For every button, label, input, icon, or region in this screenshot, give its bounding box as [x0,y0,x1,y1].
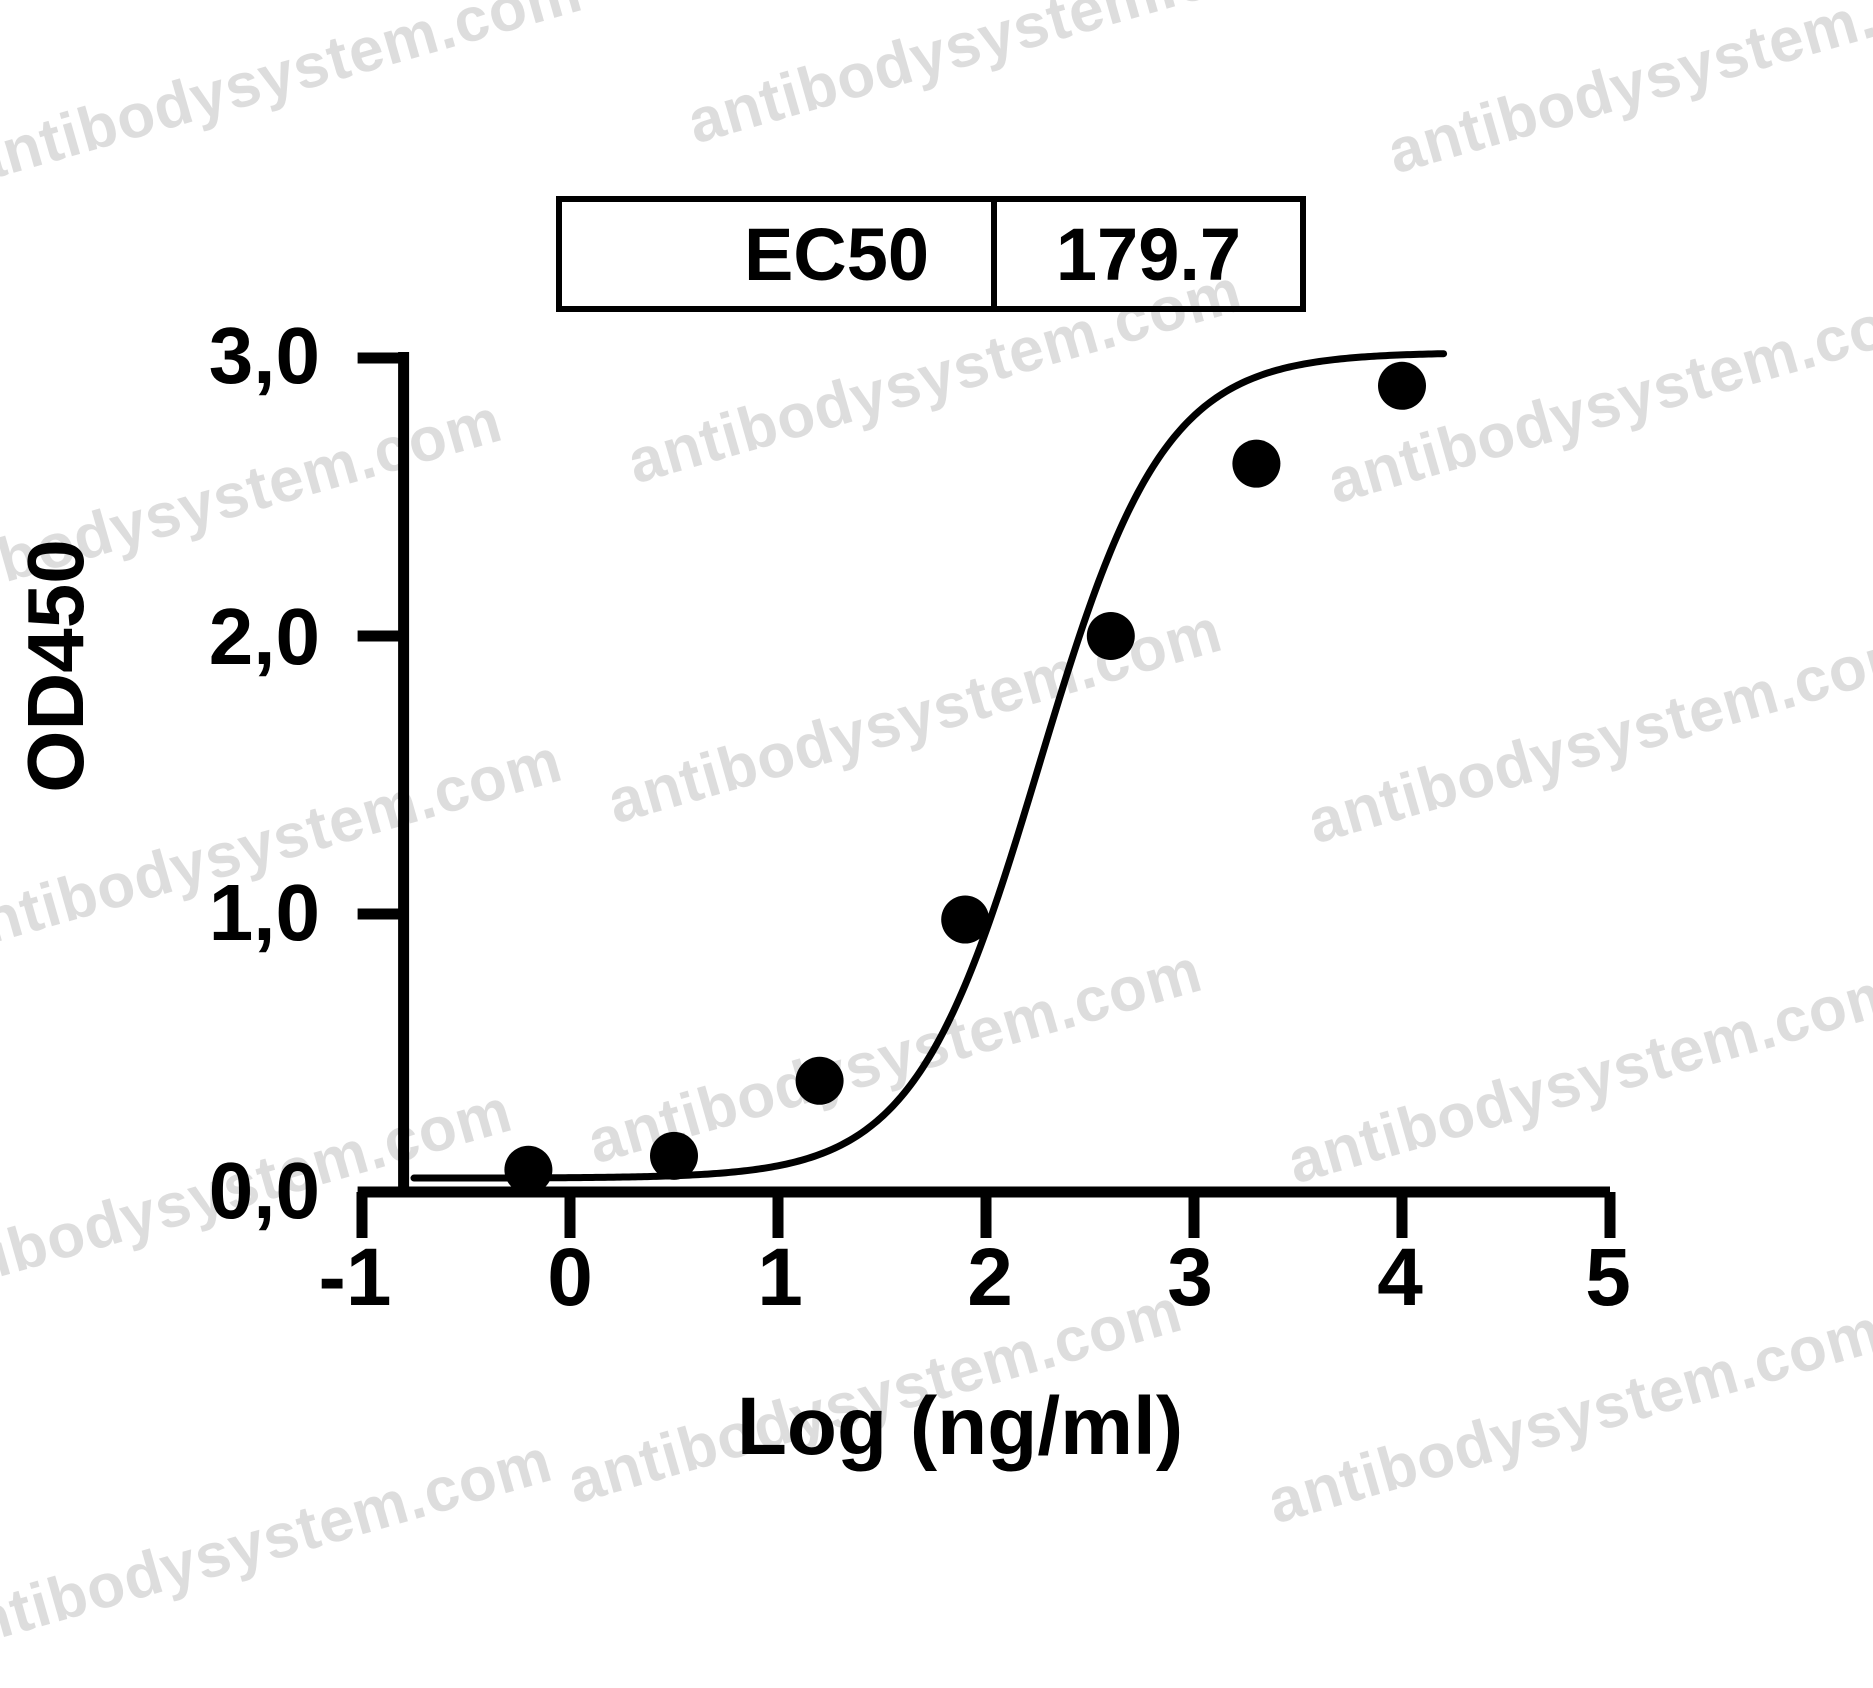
data-point-marker [1378,361,1426,410]
y-tick-label-2: 2,0 [208,592,320,681]
x-tick-label-3: 3 [1167,1232,1213,1323]
data-markers [504,361,1426,1194]
data-curve [410,350,1448,1182]
tick-group [356,352,1616,1238]
ec50-annotation-table: EC50 179.7 [556,196,1306,312]
y-tick-label-0: 0,0 [208,1146,320,1235]
data-point-marker [504,1145,553,1194]
y-tick-label-3: 3,0 [208,311,320,400]
fitted-curve [410,350,1448,1182]
y-tick-label-1: 1,0 [208,868,320,957]
x-tick-label--1: -1 [318,1232,392,1323]
axis-group [398,352,1610,1198]
data-point-marker [795,1056,844,1105]
x-tick-label-4: 4 [1377,1232,1423,1323]
y-axis-title: OD450 [11,539,100,793]
data-point-marker [650,1131,698,1180]
x-tick-label-1: 1 [757,1232,803,1323]
x-tick-label-5: 5 [1585,1232,1631,1323]
data-point-marker [941,895,990,944]
ec50-value: 179.7 [1055,212,1242,296]
x-axis-title: Log (ng/ml) [736,1381,1184,1472]
data-point-marker [1086,612,1135,660]
data-point-marker [1232,439,1281,488]
x-tick-label-0: 0 [547,1232,593,1323]
ec50-label: EC50 [562,202,997,306]
x-tick-label-2: 2 [967,1232,1013,1323]
